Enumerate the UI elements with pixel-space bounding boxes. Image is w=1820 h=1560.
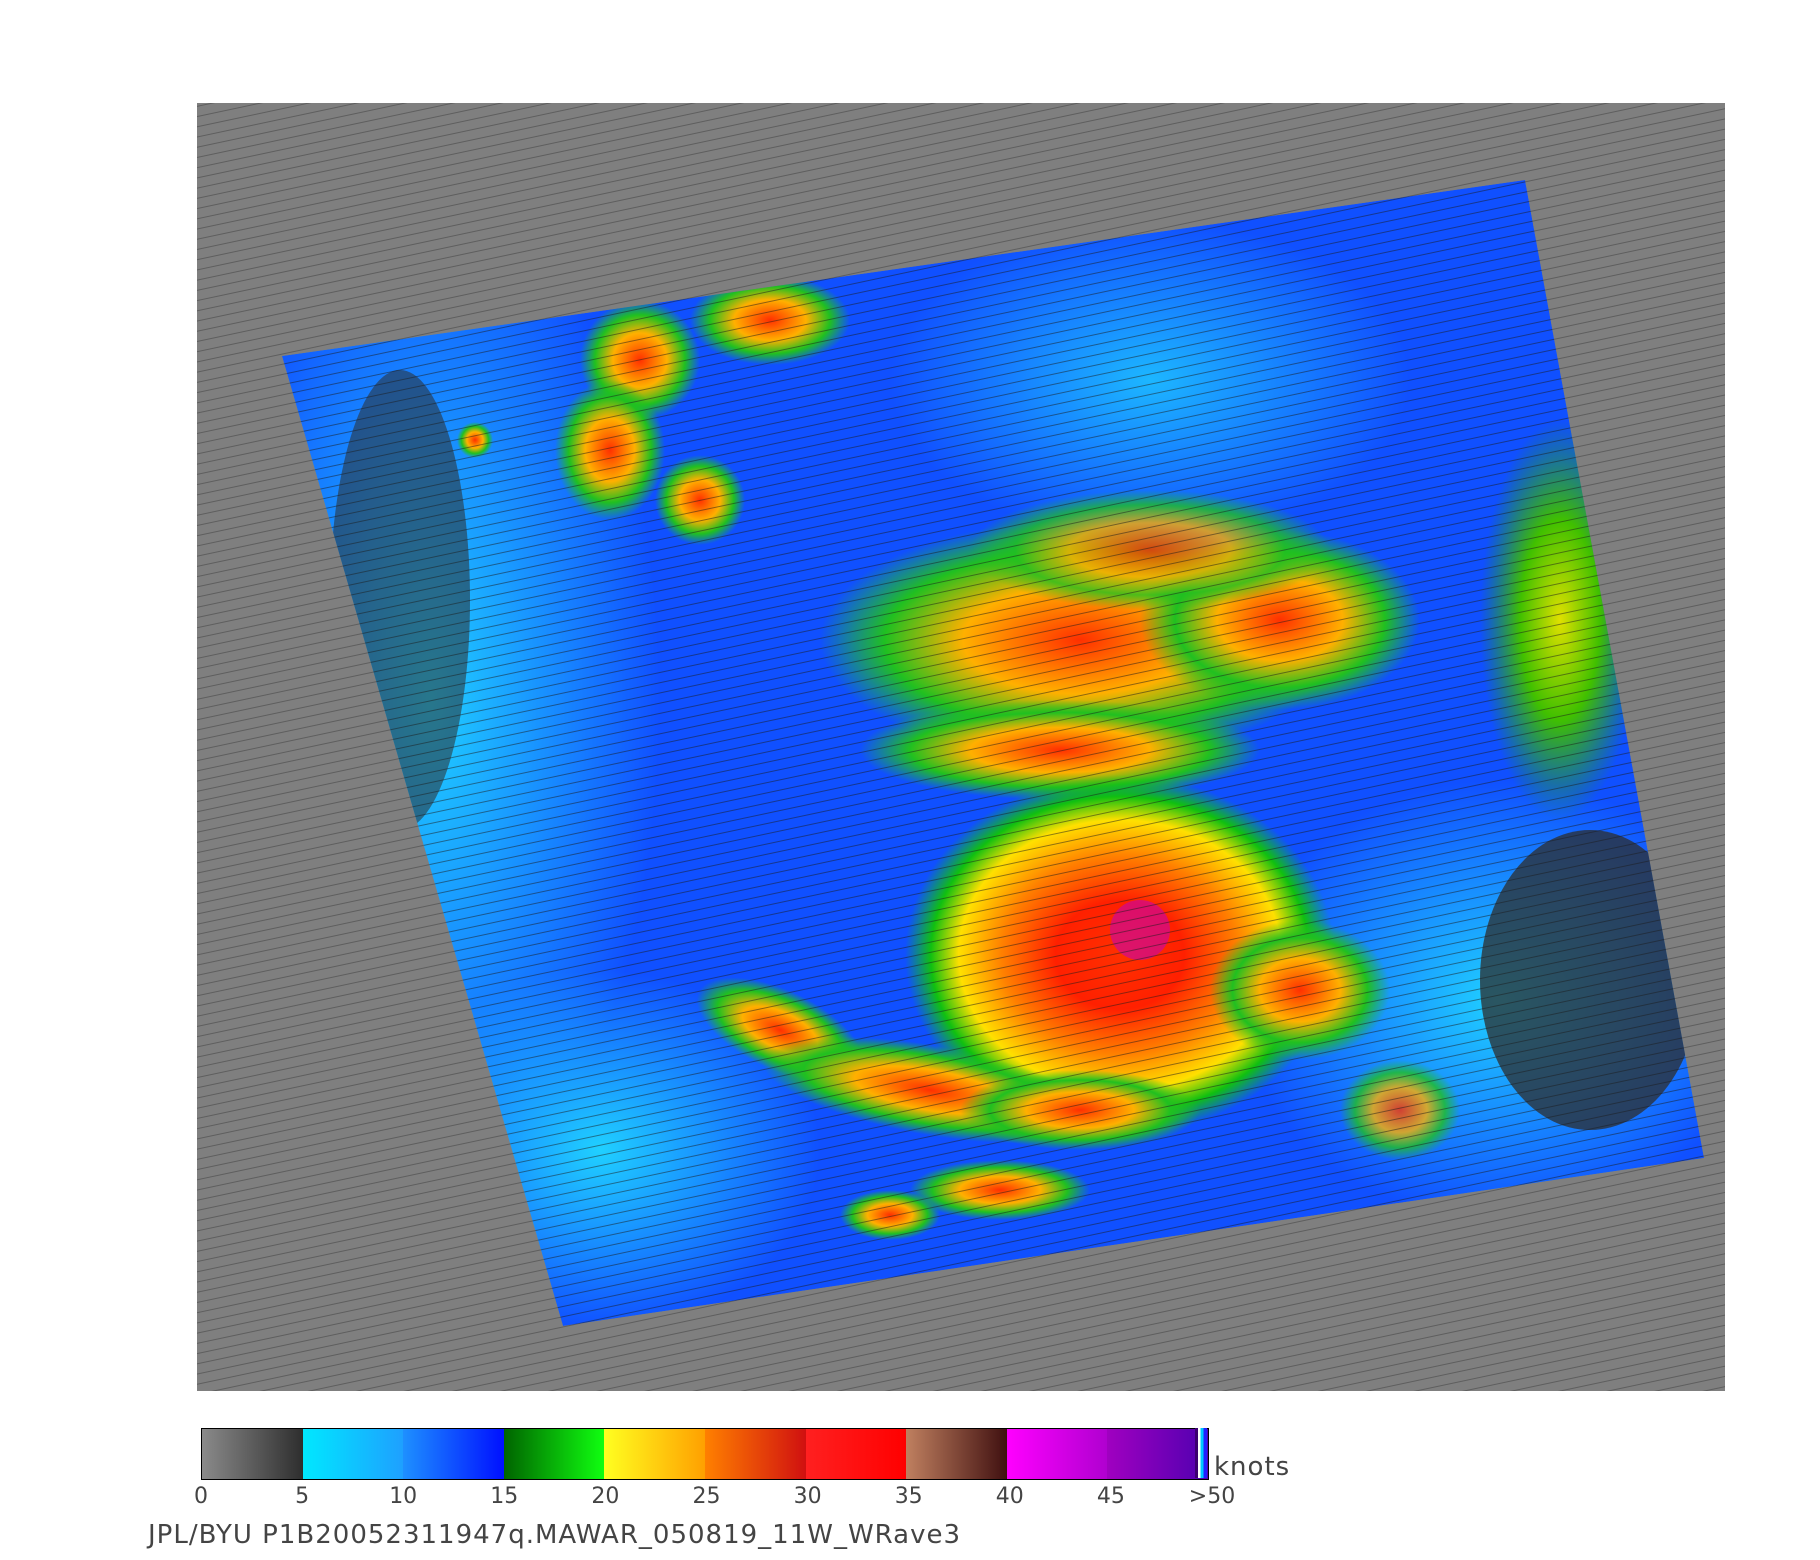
colorbar-segment-40-45 xyxy=(1006,1429,1108,1479)
colorbar-tick-label: 35 xyxy=(894,1484,923,1509)
colorbar-segment-0-5 xyxy=(202,1429,303,1479)
colorbar-tick-label: 0 xyxy=(194,1484,208,1509)
colorbar-units-label: knots xyxy=(1214,1452,1291,1482)
colorbar-tick-label: 25 xyxy=(692,1484,721,1509)
colorbar-segment-35-40 xyxy=(906,1429,1007,1479)
colorbar-tick-label: 45 xyxy=(1096,1484,1125,1509)
colorbar-segment-20-25 xyxy=(604,1429,705,1479)
scatterometer-swath xyxy=(282,180,1704,1326)
colorbar-segment-5-10 xyxy=(302,1429,404,1479)
colorbar-tick-label: >50 xyxy=(1188,1484,1236,1509)
colorbar-tick-label: 40 xyxy=(995,1484,1024,1509)
colorbar-overflow-cap xyxy=(1195,1428,1207,1478)
colorbar-tick-label: 10 xyxy=(389,1484,418,1509)
colorbar-segment-45-50 xyxy=(1107,1429,1208,1479)
colorbar-segment-15-20 xyxy=(503,1429,605,1479)
colorbar-segment-25-30 xyxy=(704,1429,806,1479)
wind-speed-colorbar xyxy=(201,1428,1209,1480)
colorbar-segment-10-15 xyxy=(403,1429,504,1479)
colorbar-tick-label: 30 xyxy=(793,1484,822,1509)
colorbar-segment-30-35 xyxy=(805,1429,907,1479)
colorbar-tick-label: 5 xyxy=(295,1484,310,1509)
footer-credit: JPL/BYU P1B20052311947q.MAWAR_050819_11W… xyxy=(148,1520,962,1550)
colorbar-tick-label: 15 xyxy=(490,1484,519,1509)
colorbar-tick-label: 20 xyxy=(591,1484,620,1509)
